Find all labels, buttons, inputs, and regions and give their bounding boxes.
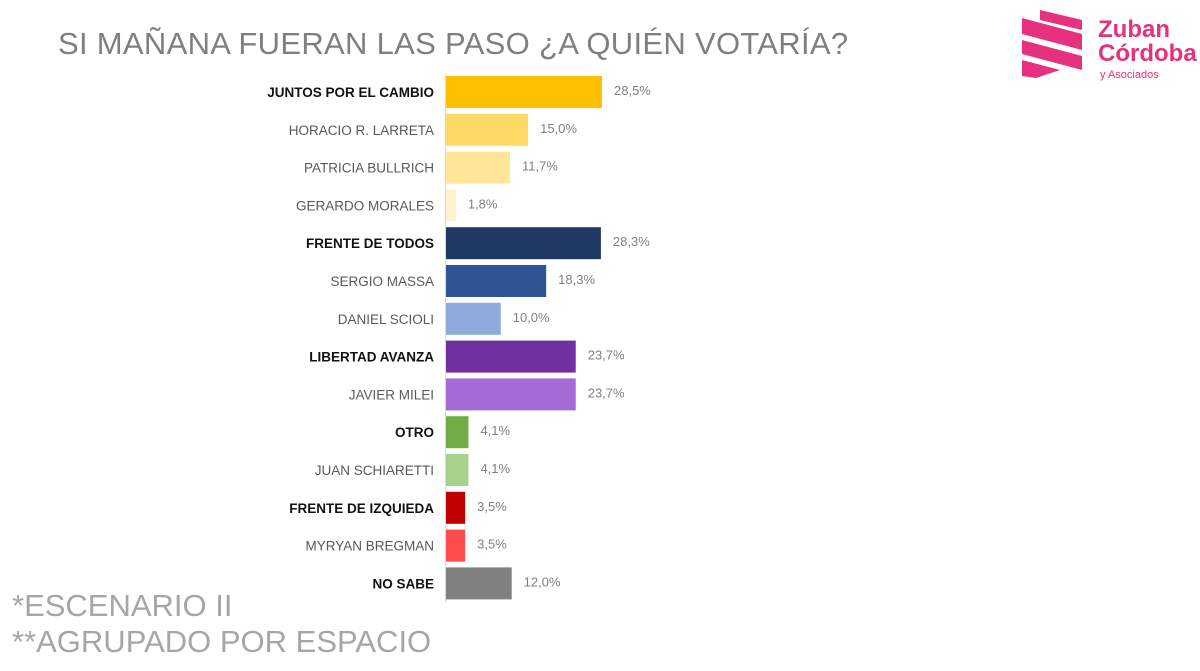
category-label: JUAN SCHIARETTI <box>315 463 434 478</box>
logo-stripes-icon <box>1022 10 1082 78</box>
bar <box>446 302 501 335</box>
bar <box>446 491 466 524</box>
bar <box>446 340 576 373</box>
category-label: PATRICIA BULLRICH <box>304 161 434 176</box>
value-label: 3,5% <box>477 499 507 514</box>
bar <box>446 378 576 411</box>
category-label: FRENTE DE TODOS <box>306 236 434 251</box>
category-label: HORACIO R. LARRETA <box>289 123 434 138</box>
value-label: 15,0% <box>540 121 577 136</box>
bar <box>446 416 469 449</box>
bar <box>446 454 469 486</box>
logo-line3: y Asociados <box>1100 69 1159 81</box>
category-label: MYRYAN BREGMAN <box>305 539 434 554</box>
bar <box>446 189 456 222</box>
category-label: FRENTE DE IZQUIEDA <box>289 501 434 516</box>
bar <box>446 529 466 562</box>
value-label: 23,7% <box>588 385 625 400</box>
category-label: OTRO <box>395 425 434 440</box>
bar <box>446 227 601 260</box>
bar <box>446 567 512 600</box>
bar <box>446 151 511 184</box>
value-label: 10,0% <box>513 310 550 325</box>
category-label: JUNTOS POR EL CAMBIO <box>267 85 434 100</box>
category-label: JAVIER MILEI <box>349 387 434 402</box>
bar <box>446 113 529 146</box>
category-label: LIBERTAD AVANZA <box>309 350 434 365</box>
value-label: 4,1% <box>480 423 510 438</box>
value-label: 23,7% <box>588 348 625 363</box>
value-label: 28,5% <box>614 83 651 98</box>
bar <box>446 265 547 297</box>
footnote-grouping: **AGRUPADO POR ESPACIO <box>12 624 432 659</box>
category-label: GERARDO MORALES <box>296 198 434 213</box>
value-label: 18,3% <box>558 272 595 287</box>
footnote-scenario: *ESCENARIO II <box>12 588 233 623</box>
value-label: 12,0% <box>524 574 561 589</box>
logo-line2: Córdoba <box>1098 40 1197 67</box>
category-label: SERGIO MASSA <box>330 274 434 289</box>
bar <box>446 76 602 108</box>
category-label: NO SABE <box>372 576 434 591</box>
logo-line1: Zuban <box>1098 16 1170 43</box>
value-label: 1,8% <box>468 196 498 211</box>
value-label: 3,5% <box>477 537 507 552</box>
chart-title: SI MAÑANA FUERAN LAS PASO ¿A QUIÉN VOTAR… <box>58 26 849 61</box>
zuban-cordoba-logo: Zuban Córdoba y Asociados <box>1020 6 1198 84</box>
value-label: 4,1% <box>480 461 510 476</box>
value-label: 11,7% <box>522 159 558 174</box>
category-label: DANIEL SCIOLI <box>338 312 434 327</box>
value-label: 28,3% <box>613 234 650 249</box>
